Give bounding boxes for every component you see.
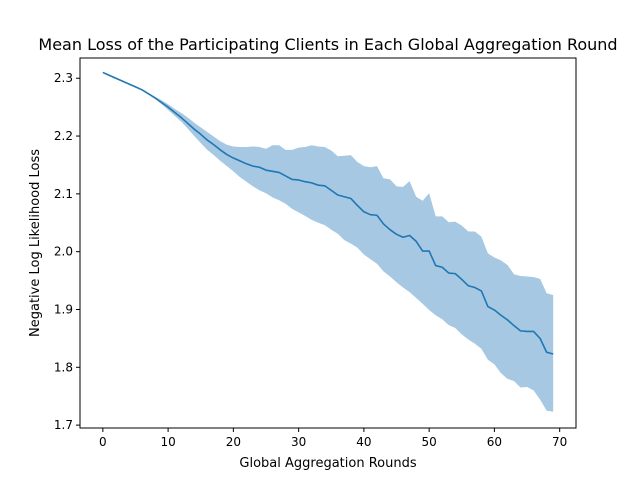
x-tick-label: 40 bbox=[356, 435, 371, 449]
x-tick-label: 60 bbox=[487, 435, 502, 449]
y-tick-label: 2.0 bbox=[54, 245, 73, 259]
x-axis-label: Global Aggregation Rounds bbox=[239, 456, 416, 471]
x-tick-label: 50 bbox=[422, 435, 437, 449]
x-tick-label: 70 bbox=[552, 435, 567, 449]
y-axis-label: Negative Log Likelihood Loss bbox=[28, 149, 43, 337]
mean-loss-line-path bbox=[102, 71, 554, 355]
x-tick-label: 10 bbox=[160, 435, 175, 449]
y-tick-label: 2.1 bbox=[54, 187, 73, 201]
y-tick-label: 2.2 bbox=[54, 129, 73, 143]
x-tick-label: 30 bbox=[291, 435, 306, 449]
confidence-band bbox=[102, 72, 554, 412]
x-axis-ticks: 0 10 20 30 40 50 60 70 bbox=[99, 428, 567, 449]
x-tick-label: 0 bbox=[99, 435, 107, 449]
mean-loss-line bbox=[102, 71, 554, 355]
y-axis-ticks: 1.7 1.8 1.9 2.0 2.1 2.2 2.3 bbox=[54, 71, 80, 432]
chart-title: Mean Loss of the Participating Clients i… bbox=[38, 35, 617, 54]
y-tick-label: 1.9 bbox=[54, 302, 73, 316]
x-tick-label: 20 bbox=[226, 435, 241, 449]
y-tick-label: 2.3 bbox=[54, 71, 73, 85]
confidence-band-area bbox=[102, 72, 554, 412]
y-tick-label: 1.8 bbox=[54, 360, 73, 374]
y-tick-label: 1.7 bbox=[54, 418, 73, 432]
plot-frame bbox=[79, 57, 577, 429]
